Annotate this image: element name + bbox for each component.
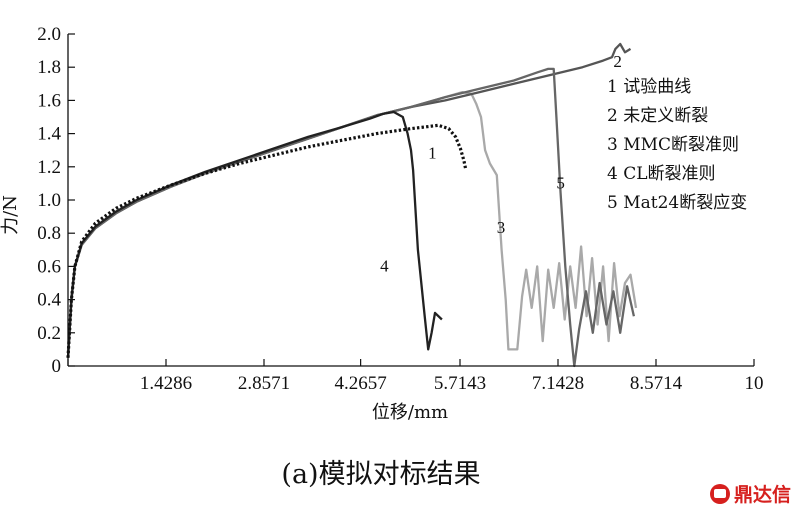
curve-label-1: 1	[428, 144, 437, 163]
chart-series	[66, 42, 638, 368]
y-tick-label: 0.2	[37, 323, 61, 344]
legend-entry-3: 3 MMC断裂准则	[607, 135, 739, 155]
x-tick-label: 5.7143	[434, 373, 486, 394]
y-tick-label: 0.8	[37, 223, 61, 244]
series-line-1	[66, 123, 468, 358]
legend-entry-5: 5 Mat24断裂应变	[607, 193, 747, 213]
x-tick-label: 8.5714	[630, 373, 683, 394]
logo: 鼎达信	[710, 483, 791, 506]
x-tick-label: 7.1428	[532, 373, 584, 394]
y-tick-label: 2.0	[37, 24, 61, 45]
x-axis-ticks: 1.4286 2.8571 4.2657 5.7143 7.1428 8.5714 10	[67, 359, 764, 394]
series-line-5	[66, 67, 636, 368]
series-line-3	[66, 90, 638, 358]
x-tick-label: 1.4286	[140, 373, 192, 394]
y-tick-label: 0	[52, 356, 62, 377]
y-tick-label: 1.0	[37, 190, 61, 211]
y-tick-label: 0.6	[37, 256, 61, 277]
series-line-4	[66, 110, 443, 358]
curve-label-4: 4	[380, 256, 389, 275]
curve-label-2: 2	[613, 52, 622, 71]
y-tick-label: 1.4	[37, 124, 61, 145]
logo-text: 鼎达信	[734, 483, 791, 506]
legend-entry-1: 1 试验曲线	[607, 77, 691, 97]
y-tick-label: 1.2	[37, 157, 61, 178]
legend: 1 试验曲线 2 未定义断裂 3 MMC断裂准则 4 CL断裂准则 5 Mat24断裂应…	[607, 77, 747, 213]
x-axis-title: 位移/mm	[372, 402, 448, 423]
logo-mark-inner	[714, 489, 726, 498]
y-tick-label: 0.4	[37, 290, 61, 311]
y-axis-title: 力/N	[0, 195, 21, 235]
y-tick-label: 1.6	[37, 90, 61, 111]
x-tick-label: 4.2657	[335, 373, 387, 394]
curve-labels: 1 2 3 4 5	[380, 52, 622, 275]
x-tick-label: 2.8571	[238, 373, 290, 394]
figure-caption: (a)模拟对标结果	[281, 459, 480, 490]
legend-entry-2: 2 未定义断裂	[607, 106, 708, 126]
x-tick-label: 10	[745, 373, 764, 394]
curve-label-3: 3	[497, 218, 506, 237]
legend-entry-4: 4 CL断裂准则	[607, 164, 716, 184]
curve-label-5: 5	[556, 173, 565, 192]
y-tick-label: 1.8	[37, 57, 61, 78]
y-axis-ticks: 0 0.2 0.4 0.6 0.8 1.0 1.2 1.4 1.6 1.8 2.0	[37, 24, 75, 377]
